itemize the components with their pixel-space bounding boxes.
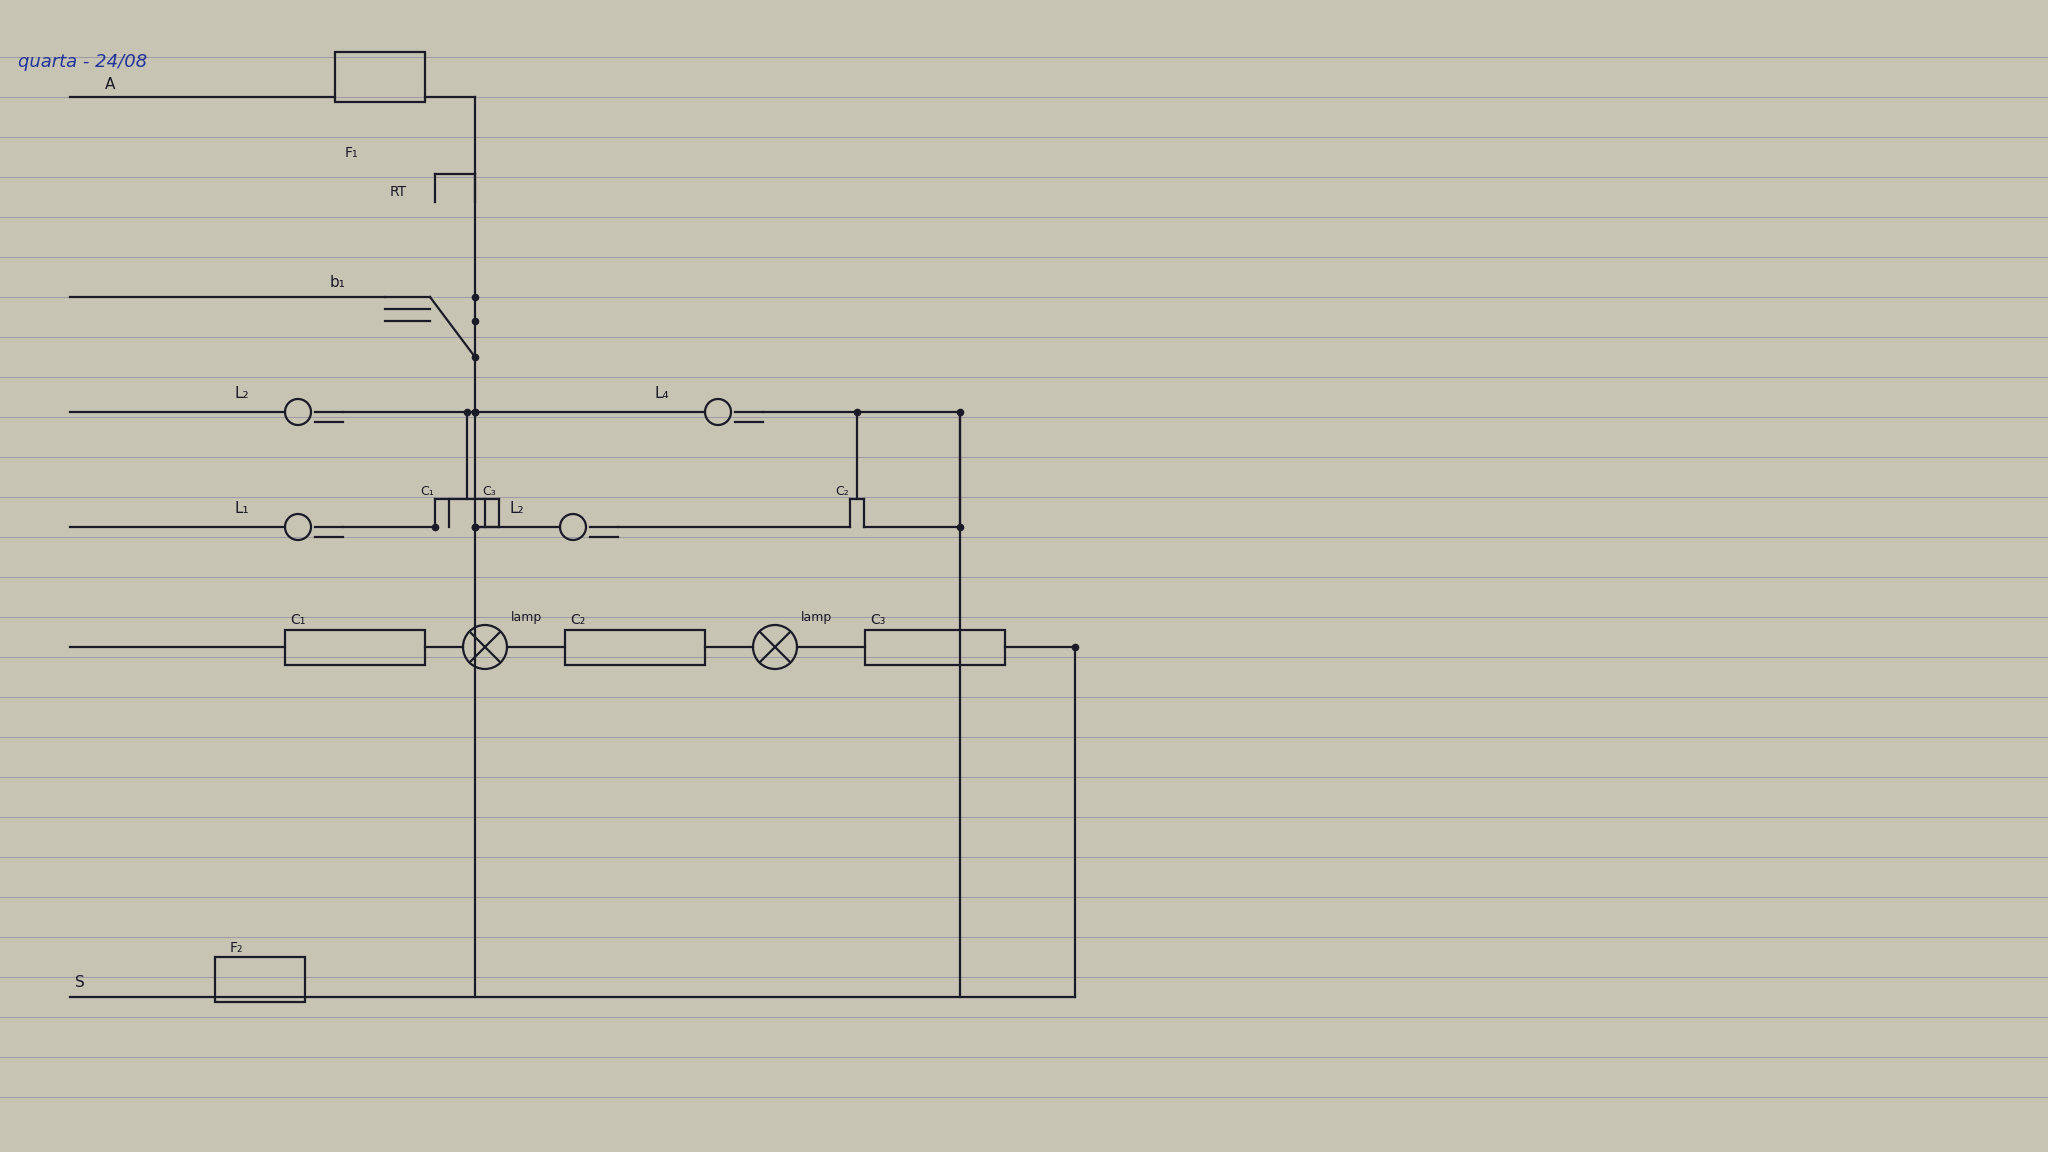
Text: F₂: F₂ <box>229 941 244 955</box>
Text: C₂: C₂ <box>836 485 848 498</box>
Text: lamp: lamp <box>512 611 543 624</box>
Bar <box>864 629 1006 665</box>
Text: RT: RT <box>389 185 408 199</box>
Text: C₁: C₁ <box>420 485 434 498</box>
Text: quarta - 24/08: quarta - 24/08 <box>18 53 147 71</box>
Bar <box>336 52 426 103</box>
Text: C₃: C₃ <box>481 485 496 498</box>
Text: C₁: C₁ <box>291 614 305 628</box>
Bar <box>565 629 705 665</box>
Text: C₃: C₃ <box>870 614 885 628</box>
Bar <box>285 629 426 665</box>
Text: lamp: lamp <box>801 611 831 624</box>
Text: L₁: L₁ <box>236 501 250 516</box>
Text: L₂: L₂ <box>236 386 250 401</box>
Text: L₄: L₄ <box>655 386 670 401</box>
Text: b₁: b₁ <box>330 275 346 290</box>
Text: L₂: L₂ <box>510 501 524 516</box>
Text: S: S <box>76 975 84 990</box>
Bar <box>215 957 305 1002</box>
Text: F₁: F₁ <box>344 146 358 160</box>
Text: A: A <box>104 77 115 92</box>
Text: C₂: C₂ <box>569 614 586 628</box>
